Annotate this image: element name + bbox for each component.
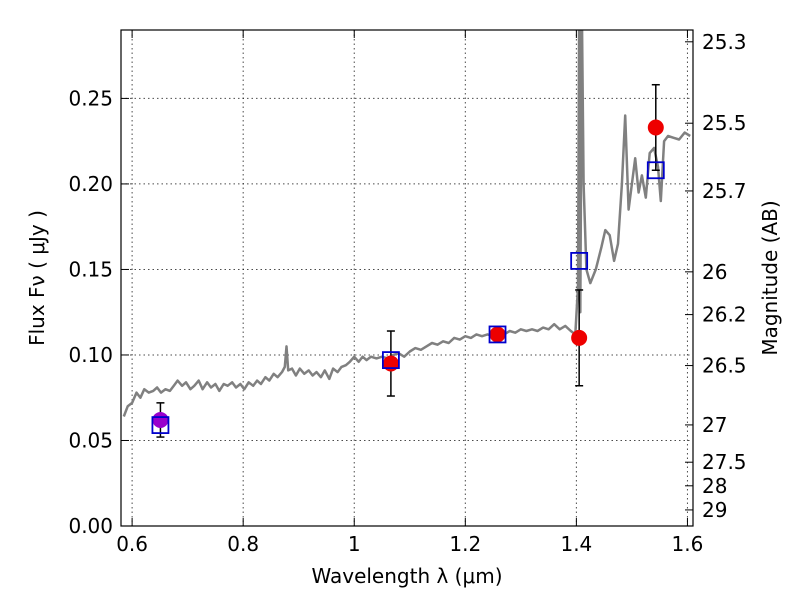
y-tick-label: 0.05 xyxy=(68,428,113,452)
magnitude-tick-label: 27.5 xyxy=(702,450,747,474)
model-point xyxy=(488,325,507,344)
y-axis-title: Flux Fν ( μJy ) xyxy=(25,210,49,346)
y-tick-label: 0.00 xyxy=(68,514,113,538)
y-tick-label: 0.25 xyxy=(68,86,113,110)
model-point xyxy=(381,351,400,369)
x-tick-label: 0.8 xyxy=(227,532,259,556)
y-tick-label: 0.15 xyxy=(68,257,113,281)
magnitude-tick-label: 25.3 xyxy=(702,30,747,54)
x-tick-label: 1.6 xyxy=(672,532,704,556)
model-point xyxy=(570,251,589,270)
x-axis-ticks: 0.6 0.8 1 1.2 1.4 1.6 xyxy=(116,30,703,556)
magnitude-tick-label: 28 xyxy=(702,474,727,498)
plot-frame xyxy=(120,29,694,527)
plot-area xyxy=(122,30,691,438)
x-tick-label: 0.6 xyxy=(116,532,148,556)
magnitude-tick-label: 26.2 xyxy=(702,303,747,327)
y-tick-label: 0.20 xyxy=(68,172,113,196)
y-axis-ticks: 0.00 0.05 0.10 0.15 0.20 0.25 xyxy=(68,86,129,538)
model-point xyxy=(646,161,665,180)
y-tick-label: 0.10 xyxy=(68,343,113,367)
x-tick-label: 1 xyxy=(348,532,361,556)
magnitude-tick-label: 27 xyxy=(702,413,727,437)
observed-point xyxy=(647,119,664,136)
magnitude-tick-label: 25.7 xyxy=(702,179,747,203)
magnitude-tick-label: 26 xyxy=(702,260,727,284)
x-tick-label: 1.4 xyxy=(560,532,592,556)
magnitude-tick-label: 29 xyxy=(702,498,727,522)
x-tick-label: 1.2 xyxy=(449,532,481,556)
x-axis-title: Wavelength λ (μm) xyxy=(311,564,502,588)
magnitude-axis-title: Magnitude (AB) xyxy=(758,200,782,355)
observed-point xyxy=(489,326,506,343)
magnitude-tick-label: 26.5 xyxy=(702,354,747,378)
magnitude-tick-label: 25.5 xyxy=(702,111,747,135)
model-markers xyxy=(151,161,665,434)
model-point xyxy=(151,416,170,434)
observed-point xyxy=(152,411,169,428)
observed-point xyxy=(571,329,588,346)
